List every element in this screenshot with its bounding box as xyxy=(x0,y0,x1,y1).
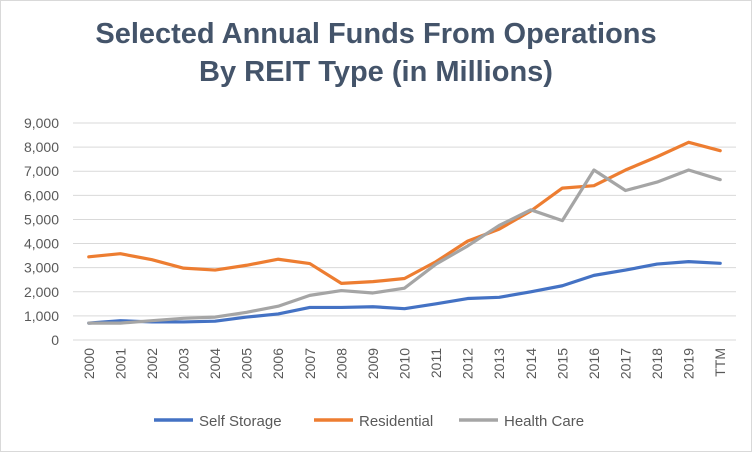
x-tick-label: 2002 xyxy=(144,348,160,379)
y-tick-label: 4,000 xyxy=(24,236,59,252)
x-tick-label: TTM xyxy=(712,348,728,377)
y-tick-label: 7,000 xyxy=(24,163,59,179)
x-tick-label: 2012 xyxy=(460,348,476,379)
y-tick-label: 6,000 xyxy=(24,187,59,203)
y-tick-label: 8,000 xyxy=(24,139,59,155)
x-tick-label: 2006 xyxy=(270,348,286,379)
legend-label-residential: Residential xyxy=(359,413,433,430)
x-tick-label: 2001 xyxy=(112,348,128,379)
legend-label-health-care: Health Care xyxy=(504,413,584,430)
x-tick-label: 2005 xyxy=(239,348,255,379)
x-tick-label: 2014 xyxy=(523,348,539,379)
x-tick-label: 2019 xyxy=(681,348,697,379)
x-tick-label: 2008 xyxy=(333,348,349,379)
x-tick-label: 2000 xyxy=(81,348,97,379)
y-tick-label: 1,000 xyxy=(24,308,59,324)
series-line-self-storage xyxy=(87,260,722,325)
chart-title-line-1: Selected Annual Funds From Operations xyxy=(95,18,657,50)
x-tick-label: 2009 xyxy=(365,348,381,379)
y-tick-label: 5,000 xyxy=(24,211,59,227)
y-tick-label: 2,000 xyxy=(24,284,59,300)
series-line-health-care xyxy=(87,168,722,325)
x-tick-label: 2017 xyxy=(618,348,634,379)
x-tick-label: 2004 xyxy=(207,348,223,379)
y-tick-label: 3,000 xyxy=(24,260,59,276)
series-line-residential xyxy=(87,140,722,285)
chart-title-line-2: By REIT Type (in Millions) xyxy=(199,56,553,88)
x-tick-label: 2015 xyxy=(554,348,570,379)
chart-title: Selected Annual Funds From Operations By… xyxy=(1,15,751,91)
x-tick-label: 2011 xyxy=(428,348,444,378)
x-tick-label: 2016 xyxy=(586,348,602,379)
legend-label-self-storage: Self Storage xyxy=(199,413,282,430)
x-tick-label: 2013 xyxy=(491,348,507,379)
x-tick-label: 2007 xyxy=(302,348,318,379)
x-tick-label: 2018 xyxy=(649,348,665,379)
y-tick-label: 9,000 xyxy=(24,115,59,131)
x-tick-label: 2010 xyxy=(397,348,413,379)
x-tick-label: 2003 xyxy=(176,348,192,379)
y-tick-label: 0 xyxy=(51,332,59,348)
